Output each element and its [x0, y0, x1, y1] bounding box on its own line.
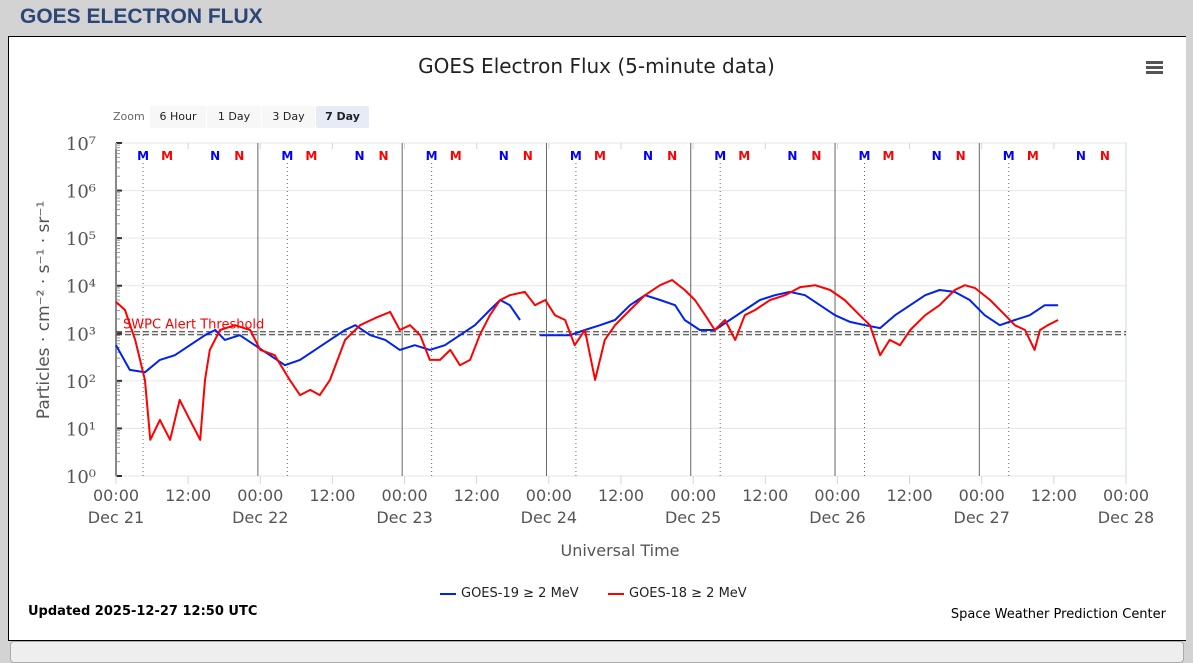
- orbit-marker-M: M: [450, 149, 462, 163]
- zoom-label: Zoom: [113, 110, 145, 123]
- x-tick-date: Dec 25: [665, 508, 721, 527]
- zoom-1-day-button[interactable]: 1 Day: [207, 106, 261, 128]
- zoom-3-day-button[interactable]: 3 Day: [262, 106, 315, 128]
- x-tick-date: Dec 21: [88, 508, 144, 527]
- y-tick-label: 10⁷: [66, 134, 96, 155]
- plot-area: [115, 142, 1127, 477]
- orbit-marker-N: N: [1076, 149, 1086, 163]
- legend-label: GOES-18 ≥ 2 MeV: [629, 586, 747, 601]
- x-tick-label: 00:00: [959, 486, 1005, 505]
- series-line-goes-18: [115, 279, 1059, 441]
- hamburger-icon[interactable]: [1146, 61, 1163, 75]
- orbit-marker-N: N: [932, 149, 942, 163]
- orbit-marker-M: M: [738, 149, 750, 163]
- x-tick-date: Dec 26: [809, 508, 865, 527]
- y-tick-label: 10²: [66, 372, 96, 393]
- x-tick-label: 00:00: [1103, 486, 1149, 505]
- y-tick-label: 10⁶: [66, 182, 96, 203]
- orbit-marker-M: M: [714, 149, 726, 163]
- chart-panel: [8, 36, 1186, 641]
- x-tick-label: 12:00: [454, 486, 500, 505]
- orbit-marker-N: N: [523, 149, 533, 163]
- y-tick-label: 10¹: [66, 419, 96, 440]
- orbit-marker-N: N: [234, 149, 244, 163]
- orbit-marker-M: M: [281, 149, 293, 163]
- x-tick-label: 00:00: [526, 486, 572, 505]
- legend-swatch: [440, 592, 456, 595]
- orbit-marker-N: N: [354, 149, 364, 163]
- orbit-marker-M: M: [426, 149, 438, 163]
- x-tick-label: 12:00: [598, 486, 644, 505]
- x-tick-label: 12:00: [165, 486, 211, 505]
- orbit-marker-N: N: [210, 149, 220, 163]
- x-tick-date: Dec 22: [232, 508, 288, 527]
- x-tick-label: 12:00: [1031, 486, 1077, 505]
- threshold-label: SWPC Alert Threshold: [123, 317, 264, 332]
- y-tick-label: 10⁵: [66, 229, 96, 250]
- y-tick-label: 10⁰: [66, 467, 96, 488]
- orbit-marker-N: N: [667, 149, 677, 163]
- updated-timestamp: Updated 2025-12-27 12:50 UTC: [28, 604, 258, 619]
- x-tick-date: Dec 28: [1098, 508, 1154, 527]
- series-line-goes-19: [115, 289, 1059, 374]
- x-axis-title: Universal Time: [560, 541, 679, 560]
- orbit-marker-N: N: [1100, 149, 1110, 163]
- orbit-marker-M: M: [859, 149, 871, 163]
- legend-goes-19[interactable]: GOES-19 ≥ 2 MeV: [440, 586, 579, 601]
- orbit-marker-N: N: [379, 149, 389, 163]
- page-title: GOES ELECTRON FLUX: [20, 5, 263, 28]
- x-tick-label: 12:00: [742, 486, 788, 505]
- y-tick-label: 10³: [66, 324, 96, 345]
- orbit-marker-M: M: [1003, 149, 1015, 163]
- y-axis-title: Particles · cm⁻² · s⁻¹ · sr⁻¹: [34, 201, 54, 419]
- credit-text: Space Weather Prediction Center: [950, 607, 1166, 622]
- orbit-marker-M: M: [594, 149, 606, 163]
- chart-title: GOES Electron Flux (5-minute data): [418, 54, 775, 78]
- chart-svg: 10⁰ 10¹ 10² 10³ 10⁴ 10⁵ 10⁶ 10⁷ Particles · cm⁻²…: [34, 134, 1154, 560]
- x-tick-label: 00:00: [237, 486, 283, 505]
- orbit-marker-N: N: [499, 149, 509, 163]
- orbit-marker-N: N: [811, 149, 821, 163]
- orbit-marker-M: M: [305, 149, 317, 163]
- x-tick-date: Dec 23: [376, 508, 432, 527]
- orbit-marker-M: M: [1027, 149, 1039, 163]
- x-tick-label: 12:00: [309, 486, 355, 505]
- orbit-marker-M: M: [883, 149, 895, 163]
- legend-goes-18[interactable]: GOES-18 ≥ 2 MeV: [608, 586, 747, 601]
- x-tick-label: 00:00: [93, 486, 139, 505]
- orbit-marker-M: M: [161, 149, 173, 163]
- zoom-6-hour-button[interactable]: 6 Hour: [150, 106, 206, 128]
- orbit-marker-N: N: [643, 149, 653, 163]
- y-tick-label: 10⁴: [66, 277, 96, 298]
- x-tick-label: 00:00: [814, 486, 860, 505]
- orbit-marker-M: M: [137, 149, 149, 163]
- legend-swatch: [608, 592, 624, 595]
- orbit-marker-N: N: [787, 149, 797, 163]
- x-tick-label: 12:00: [887, 486, 933, 505]
- zoom-7-day-button[interactable]: 7 Day: [316, 106, 369, 128]
- x-tick-date: Dec 27: [954, 508, 1010, 527]
- orbit-marker-N: N: [956, 149, 966, 163]
- x-tick-date: Dec 24: [521, 508, 577, 527]
- orbit-marker-M: M: [570, 149, 582, 163]
- x-tick-label: 00:00: [382, 486, 428, 505]
- legend-label: GOES-19 ≥ 2 MeV: [461, 586, 579, 601]
- x-tick-label: 00:00: [670, 486, 716, 505]
